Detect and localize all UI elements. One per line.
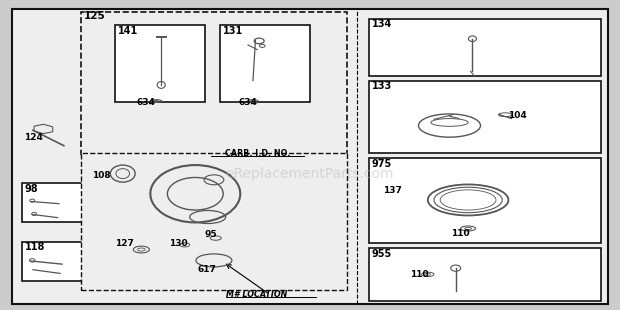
Text: 133: 133 [372,81,392,91]
Bar [115,25,205,102]
Text: CARB. I.D. NO.: CARB. I.D. NO. [224,149,290,158]
Bar [369,158,601,243]
Text: 127: 127 [115,239,133,248]
Text: 125: 125 [84,11,105,21]
Text: 634: 634 [239,98,257,108]
Bar [22,183,87,222]
Text: 134: 134 [372,19,392,29]
Text: 634: 634 [136,98,155,108]
Text: 110: 110 [451,228,470,238]
Text: 95: 95 [205,229,217,239]
Bar [369,248,601,301]
Text: 104: 104 [508,111,527,120]
Bar [81,12,347,155]
Text: 131: 131 [223,26,244,36]
Text: 118: 118 [25,242,45,252]
Text: 98: 98 [25,184,38,193]
Text: 975: 975 [372,159,392,169]
Bar [81,153,347,290]
Bar [369,81,601,153]
Text: 141: 141 [118,26,138,36]
Text: M# LOCATION: M# LOCATION [226,290,288,299]
Text: 955: 955 [372,249,392,259]
Text: 617: 617 [197,265,216,274]
Text: 108: 108 [92,170,110,180]
Bar [369,19,601,76]
Text: 110: 110 [410,270,429,280]
Bar [220,25,310,102]
Text: 137: 137 [383,186,402,195]
Text: eReplacementParts.com: eReplacementParts.com [226,166,394,181]
Bar [22,242,87,281]
Text: 124: 124 [24,133,42,143]
Text: 130: 130 [169,239,187,248]
